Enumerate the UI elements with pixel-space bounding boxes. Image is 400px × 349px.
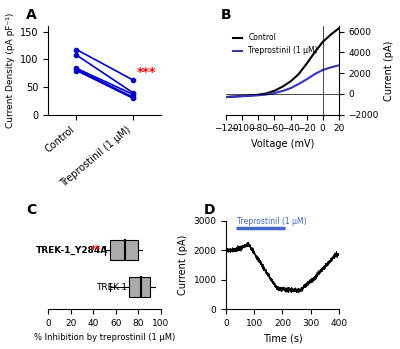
Control — [288, 79, 293, 83]
Control — [296, 72, 301, 76]
Treprostinil (1 μM) — [328, 65, 333, 69]
Treprostinil (1 μM) — [280, 89, 285, 93]
Line: Control: Control — [226, 28, 339, 97]
Treprostinil (1 μM) — [264, 92, 269, 97]
Control — [256, 92, 261, 97]
Bar — [130, 277, 150, 297]
Treprostinil (1 μM) — [272, 91, 277, 95]
Treprostinil (1 μM) — [240, 94, 245, 98]
Control — [248, 94, 253, 98]
Control — [320, 40, 325, 44]
Text: ***: *** — [137, 66, 157, 79]
Control — [336, 26, 341, 30]
Text: **: ** — [91, 245, 101, 255]
Treprostinil (1 μM) — [232, 95, 237, 99]
Text: TREK-1: TREK-1 — [96, 283, 127, 291]
Control — [232, 95, 237, 99]
Text: B: B — [220, 8, 231, 22]
Text: C: C — [26, 203, 36, 217]
Treprostinil (1 μM) — [296, 82, 301, 86]
Control — [224, 95, 228, 99]
Y-axis label: Current Density (pA pF⁻¹): Current Density (pA pF⁻¹) — [6, 13, 14, 128]
Treprostinil (1 μM) — [312, 72, 317, 76]
Treprostinil (1 μM) — [320, 68, 325, 72]
Text: A: A — [26, 8, 36, 22]
Text: Treprostinil (1 μM): Treprostinil (1 μM) — [238, 217, 307, 226]
Control — [272, 89, 277, 93]
Control — [264, 91, 269, 96]
Treprostinil (1 μM) — [288, 86, 293, 90]
Treprostinil (1 μM) — [256, 93, 261, 97]
Legend: Control, Treprostinil (1 μM): Control, Treprostinil (1 μM) — [230, 30, 321, 58]
Y-axis label: Current (pA): Current (pA) — [384, 40, 394, 101]
Control — [312, 50, 317, 54]
Control — [240, 94, 245, 98]
Bar — [110, 240, 138, 260]
Control — [280, 84, 285, 89]
Treprostinil (1 μM) — [304, 77, 309, 81]
X-axis label: Time (s): Time (s) — [263, 333, 302, 343]
Y-axis label: Current (pA): Current (pA) — [178, 235, 188, 295]
Control — [328, 32, 333, 37]
Control — [304, 62, 309, 66]
X-axis label: % Inhibition by treprostinil (1 μM): % Inhibition by treprostinil (1 μM) — [34, 333, 175, 342]
X-axis label: Voltage (mV): Voltage (mV) — [251, 139, 314, 149]
Line: Treprostinil (1 μM): Treprostinil (1 μM) — [226, 65, 339, 97]
Text: TREK-1_Y284A: TREK-1_Y284A — [36, 246, 108, 255]
Treprostinil (1 μM) — [248, 94, 253, 98]
Treprostinil (1 μM) — [224, 95, 228, 99]
Treprostinil (1 μM) — [336, 63, 341, 67]
Text: D: D — [204, 203, 215, 217]
